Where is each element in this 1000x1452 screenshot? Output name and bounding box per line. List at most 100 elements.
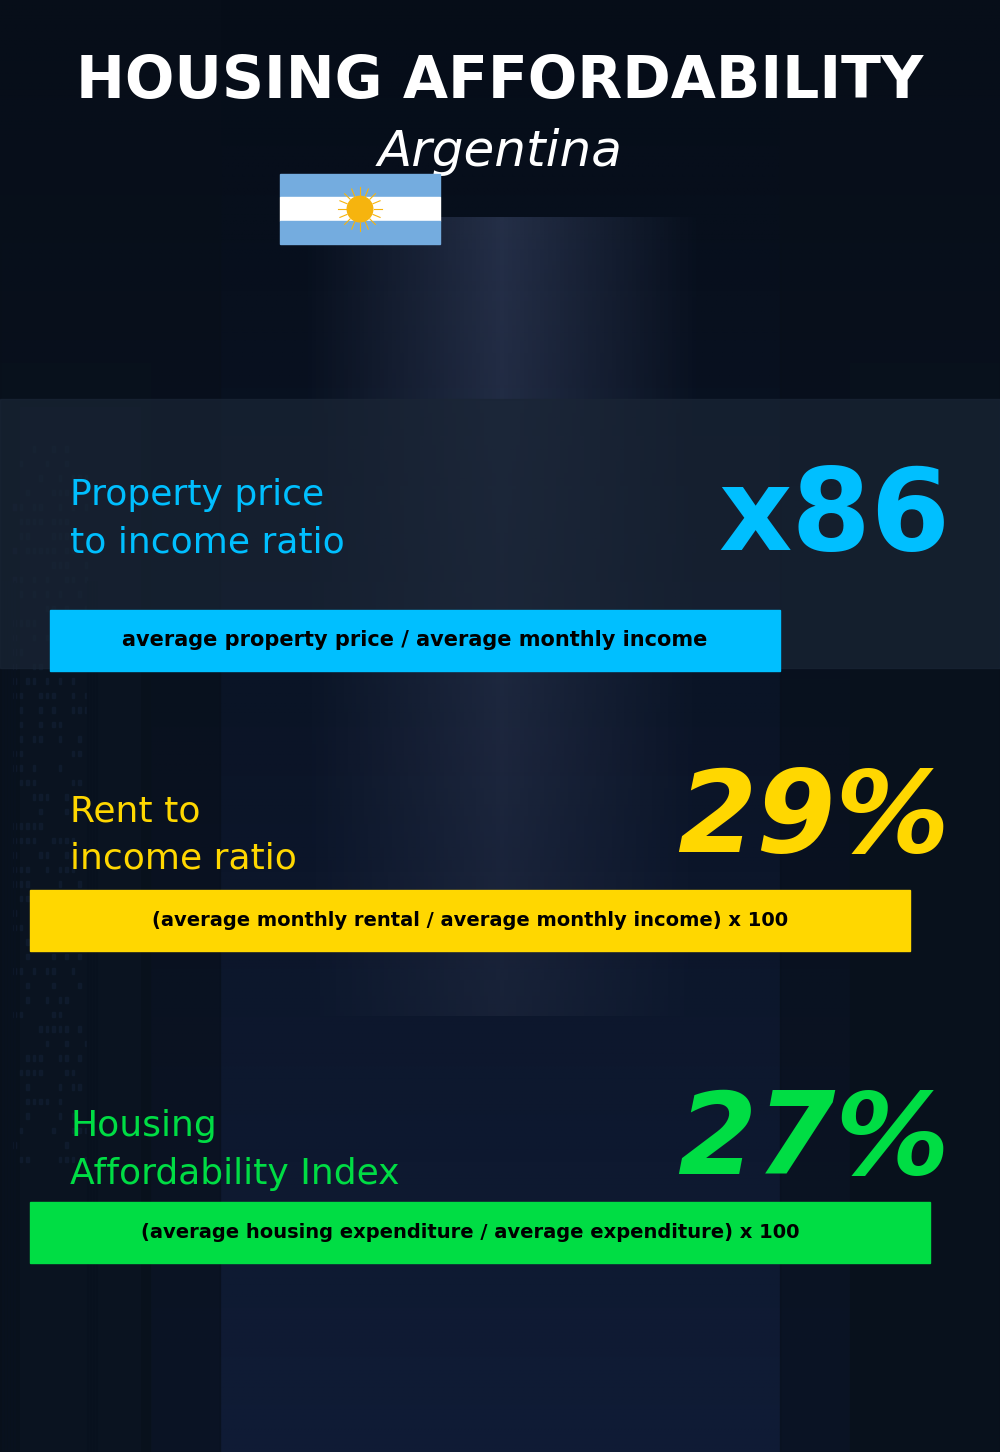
Bar <box>72 504 74 510</box>
Bar <box>72 838 74 844</box>
Bar <box>46 605 48 611</box>
Bar <box>78 1027 80 1031</box>
Bar <box>65 576 68 582</box>
Bar <box>26 1114 29 1118</box>
Bar <box>46 678 48 684</box>
Bar <box>46 794 48 800</box>
Bar <box>26 983 29 987</box>
Bar <box>72 852 74 858</box>
Bar <box>20 881 22 887</box>
Bar <box>13 678 16 684</box>
Bar <box>78 809 80 815</box>
Bar <box>46 591 48 597</box>
Bar <box>26 998 29 1002</box>
Bar <box>13 664 16 669</box>
Bar <box>78 780 80 786</box>
Bar <box>46 1041 48 1045</box>
Bar <box>52 547 54 553</box>
Bar <box>65 925 68 929</box>
Bar <box>78 664 80 669</box>
Bar <box>26 867 29 873</box>
Bar <box>26 939 29 944</box>
Bar <box>58 910 61 916</box>
Bar <box>84 1041 87 1045</box>
Bar <box>84 707 87 713</box>
Bar <box>84 475 87 481</box>
Bar <box>65 605 68 611</box>
Bar <box>39 736 42 742</box>
Bar <box>65 1041 68 1045</box>
Bar <box>850 363 1000 1452</box>
Bar <box>13 1012 16 1016</box>
Bar <box>30 1202 930 1263</box>
Bar <box>20 504 22 510</box>
Text: 29%: 29% <box>677 765 950 876</box>
Bar <box>26 1085 29 1089</box>
Bar <box>32 591 35 597</box>
Bar <box>32 765 35 771</box>
Bar <box>46 998 48 1002</box>
Bar <box>65 838 68 844</box>
Bar <box>58 765 61 771</box>
Text: (average monthly rental / average monthly income) x 100: (average monthly rental / average monthl… <box>152 910 788 931</box>
Bar <box>39 693 42 698</box>
Bar <box>52 635 54 640</box>
Bar <box>26 838 29 844</box>
Bar <box>32 635 35 640</box>
Bar <box>20 736 22 742</box>
Bar <box>0 399 1000 668</box>
Bar <box>32 838 35 844</box>
Bar <box>32 968 35 973</box>
Bar <box>13 881 16 887</box>
Bar <box>280 221 440 244</box>
Bar <box>39 475 42 481</box>
Bar <box>26 533 29 539</box>
Bar <box>78 736 80 742</box>
Bar <box>32 446 35 452</box>
Bar <box>72 475 74 481</box>
Bar <box>72 968 74 973</box>
Bar <box>52 925 54 929</box>
Bar <box>58 504 61 510</box>
Bar <box>20 620 22 626</box>
Bar <box>32 780 35 786</box>
Bar <box>84 1128 87 1133</box>
Bar <box>65 852 68 858</box>
Bar <box>72 1085 74 1089</box>
Bar <box>20 1156 22 1162</box>
Bar <box>26 547 29 553</box>
Bar <box>26 1099 29 1104</box>
Bar <box>78 591 80 597</box>
Bar <box>72 867 74 873</box>
Bar <box>280 197 440 221</box>
Bar <box>52 707 54 713</box>
Bar <box>20 925 22 929</box>
Bar <box>32 823 35 829</box>
Bar <box>13 620 16 626</box>
Bar <box>26 823 29 829</box>
Bar <box>26 620 29 626</box>
Bar <box>52 968 54 973</box>
Bar <box>65 547 68 553</box>
Bar <box>32 620 35 626</box>
Bar <box>46 1099 48 1104</box>
Bar <box>78 1056 80 1060</box>
Bar <box>58 867 61 873</box>
Text: Housing
Affordability Index: Housing Affordability Index <box>70 1109 400 1191</box>
Bar <box>32 518 35 524</box>
Bar <box>72 780 74 786</box>
Bar <box>32 939 35 944</box>
Bar <box>39 794 42 800</box>
Bar <box>39 1070 42 1074</box>
Bar <box>20 591 22 597</box>
Bar <box>72 707 74 713</box>
Text: (average housing expenditure / average expenditure) x 100: (average housing expenditure / average e… <box>141 1223 799 1243</box>
Bar <box>58 722 61 727</box>
Bar <box>32 1070 35 1074</box>
Bar <box>46 576 48 582</box>
Bar <box>20 1128 22 1133</box>
Bar <box>39 896 42 902</box>
Bar <box>39 809 42 815</box>
Bar <box>52 664 54 669</box>
Bar <box>52 954 54 958</box>
